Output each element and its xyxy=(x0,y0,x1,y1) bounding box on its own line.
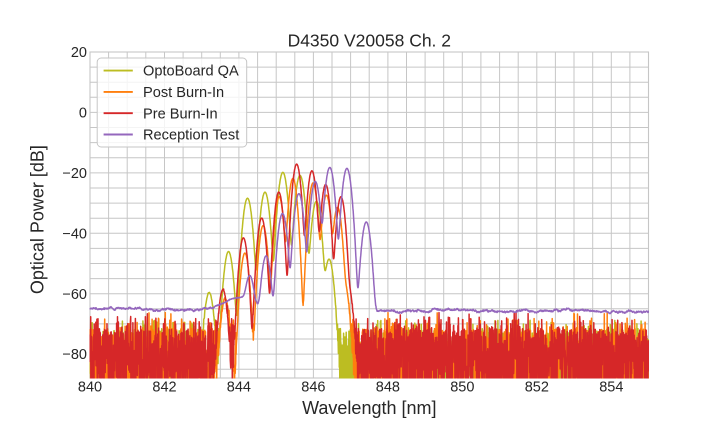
svg-text:0: 0 xyxy=(79,106,87,122)
svg-text:−40: −40 xyxy=(62,226,87,242)
svg-text:846: 846 xyxy=(301,380,325,396)
svg-text:854: 854 xyxy=(599,380,623,396)
svg-text:848: 848 xyxy=(376,380,400,396)
svg-text:D4350 V20058 Ch. 2: D4350 V20058 Ch. 2 xyxy=(288,30,451,50)
svg-text:840: 840 xyxy=(78,380,102,396)
svg-text:−80: −80 xyxy=(62,347,87,363)
svg-text:Optical Power [dB]: Optical Power [dB] xyxy=(28,145,48,294)
svg-text:Post Burn-In: Post Burn-In xyxy=(143,85,224,101)
svg-text:852: 852 xyxy=(525,380,549,396)
svg-text:Wavelength [nm]: Wavelength [nm] xyxy=(302,398,436,418)
svg-text:−20: −20 xyxy=(62,166,87,182)
svg-text:OptoBoard QA: OptoBoard QA xyxy=(143,64,239,80)
svg-text:−60: −60 xyxy=(62,287,87,303)
svg-text:850: 850 xyxy=(450,380,474,396)
svg-text:Reception Test: Reception Test xyxy=(143,128,239,144)
svg-text:844: 844 xyxy=(227,380,251,396)
svg-text:842: 842 xyxy=(152,380,176,396)
svg-text:Pre Burn-In: Pre Burn-In xyxy=(143,106,218,122)
svg-text:20: 20 xyxy=(71,45,87,61)
